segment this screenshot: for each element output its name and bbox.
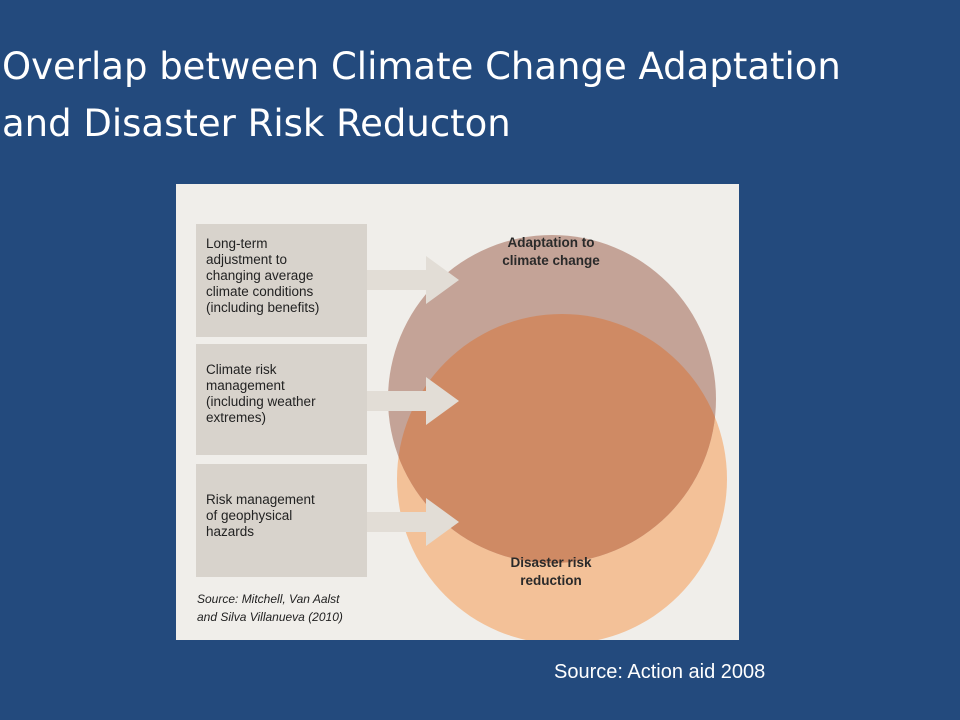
box-text-line: management — [206, 378, 285, 393]
box-long-term-adjustment: Long-term adjustment to changing average… — [196, 224, 367, 337]
circle-label-line: reduction — [520, 573, 582, 588]
box-text-line: climate conditions — [206, 284, 314, 299]
box-text-line: (including weather — [206, 394, 316, 409]
circle-label-line: climate change — [502, 253, 600, 268]
citation-line: and Silva Villanueva (2010) — [197, 610, 343, 624]
slide-title: Overlap between Climate Change Adaptatio… — [2, 38, 952, 152]
box-text-line: Risk management — [206, 492, 315, 507]
box-text-line: hazards — [206, 524, 255, 539]
diagram-graphics — [366, 235, 727, 640]
slide-title-line-1: Overlap between Climate Change Adaptatio… — [2, 45, 841, 88]
box-text-line: extremes) — [206, 410, 267, 425]
slide-title-line-2: and Disaster Risk Reducton — [2, 102, 511, 145]
adaptation-circle-label: Adaptation to climate change — [466, 234, 636, 270]
box-text-line: adjustment to — [206, 252, 288, 267]
citation-line: Source: Mitchell, Van Aalst — [197, 592, 340, 606]
box-text-line: changing average — [206, 268, 314, 283]
overlap-diagram: Long-term adjustment to changing average… — [176, 184, 739, 640]
box-text-line: Climate risk — [206, 362, 277, 377]
figure-source-citation: Source: Mitchell, Van Aalst and Silva Vi… — [197, 590, 387, 626]
arrow-3 — [366, 498, 459, 546]
box-text-line: Long-term — [206, 236, 268, 251]
circle-label-line: Adaptation to — [507, 235, 595, 250]
box-text-line: of geophysical — [206, 508, 293, 523]
box-climate-risk-management: Climate risk management (including weath… — [196, 344, 367, 455]
circle-label-line: Disaster risk — [510, 555, 592, 570]
arrow-1 — [366, 256, 459, 304]
box-geophysical-hazards: Risk management of geophysical hazards — [196, 464, 367, 577]
box-text-line: (including benefits) — [206, 300, 320, 315]
arrow-2 — [366, 377, 459, 425]
drr-circle-label: Disaster risk reduction — [476, 554, 626, 590]
slide-source-note: Source: Action aid 2008 — [554, 661, 766, 683]
